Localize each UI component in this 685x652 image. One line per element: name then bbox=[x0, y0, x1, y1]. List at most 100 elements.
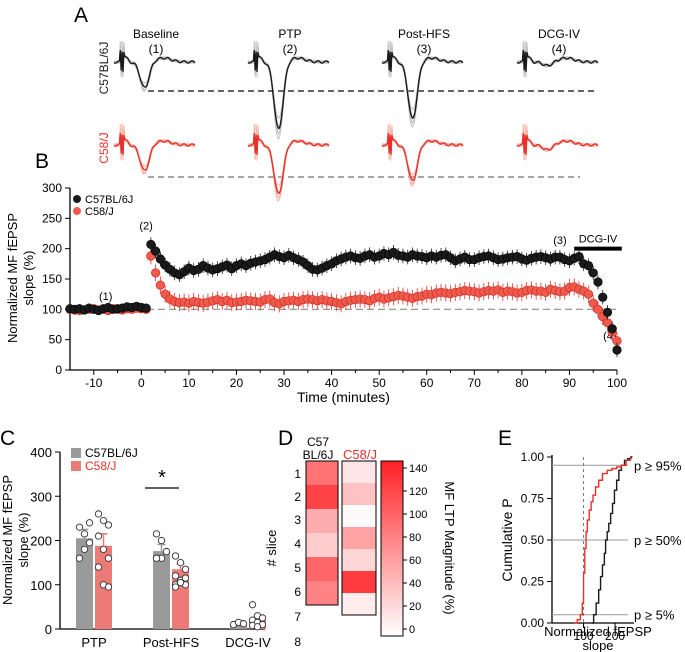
b-point-1 bbox=[155, 280, 165, 290]
b-point-0 bbox=[141, 303, 151, 313]
d-colorbar-tick-label: 20 bbox=[409, 601, 421, 613]
panel-label-b: B bbox=[35, 150, 49, 173]
panel-label-c: C bbox=[0, 427, 15, 450]
panel-b-timecourse: 0 50 100 150 200 250 300 -10 0 10 20 30 40 50 60 70 80 90… bbox=[5, 181, 627, 405]
panel-c-bar-chart: 0 100 200 300 400 Normalized MF fEPSP slope (%… bbox=[0, 445, 271, 650]
c-point-0-1 bbox=[162, 547, 171, 556]
d-cell-c57-4 bbox=[306, 557, 338, 581]
c-point-1-1 bbox=[181, 565, 190, 573]
c-point-1-1 bbox=[171, 552, 180, 560]
c-point-1-1 bbox=[171, 583, 180, 591]
b-annotation-1: (2) bbox=[139, 220, 152, 232]
c-point-1-0 bbox=[94, 563, 103, 571]
trace-mean-1-3 bbox=[516, 133, 599, 155]
row-label-0: C57BL/6J bbox=[97, 42, 111, 95]
e-y-tick-label: 0.00 bbox=[521, 616, 545, 630]
b-annotation-2: (3) bbox=[553, 235, 566, 247]
trace-mean-0-3 bbox=[516, 50, 599, 72]
d-cell-c58-0 bbox=[342, 461, 376, 483]
c-legend-swatch-1 bbox=[71, 461, 81, 471]
c-bar-0-1 bbox=[153, 551, 170, 629]
trace-title-3: DCG-IV bbox=[538, 27, 580, 41]
b-point-0 bbox=[612, 345, 622, 355]
b-x-tick-label: 20 bbox=[230, 376, 244, 390]
b-legend-marker-1 bbox=[73, 207, 81, 215]
d-row-label: 7 bbox=[294, 610, 301, 624]
panel-e-cumulative: 0.00 0.25 0.50 0.75 1.00 100 200 Cumulative P No… bbox=[499, 450, 682, 652]
b-y-label-line2: slope (%) bbox=[21, 251, 36, 306]
trace-number-1: (2) bbox=[283, 42, 298, 56]
d-cell-c57-2 bbox=[306, 509, 338, 533]
c-point-1-2 bbox=[248, 601, 257, 609]
d-frame-c58 bbox=[341, 460, 377, 616]
trace-mean-0-1 bbox=[247, 50, 330, 130]
b-y-label-line1: Normalized MF fEPSP bbox=[5, 213, 20, 343]
trace-mean-0-0 bbox=[113, 50, 196, 88]
c-point-1-0 bbox=[99, 516, 108, 525]
b-point-0 bbox=[583, 261, 594, 271]
trace-shadow-0-3-2 bbox=[516, 43, 599, 76]
c-point-0-1 bbox=[152, 554, 161, 562]
trace-mean-0-2 bbox=[381, 50, 464, 120]
d-row-label: 3 bbox=[294, 513, 301, 527]
e-threshold-label-2: p ≥ 5% bbox=[634, 608, 675, 623]
c-point-0-0 bbox=[85, 539, 94, 547]
c-point-1-1 bbox=[181, 574, 190, 582]
trace-shadow-1-3-3 bbox=[516, 123, 599, 161]
d-colorbar-tick-label: 80 bbox=[409, 532, 421, 544]
b-legend-marker-0 bbox=[73, 195, 81, 203]
d-col-name-0-line2: BL/6J bbox=[303, 448, 334, 462]
b-point-1 bbox=[593, 304, 603, 314]
b-y-tick-label: 300 bbox=[42, 181, 62, 195]
d-cell-c57-1 bbox=[306, 485, 338, 509]
b-x-tick-label: 100 bbox=[607, 376, 627, 390]
b-point-0 bbox=[574, 251, 584, 262]
b-x-tick-label: 90 bbox=[563, 376, 577, 390]
c-point-1-2 bbox=[253, 623, 262, 631]
c-category-label: Post-HFS bbox=[143, 635, 200, 650]
d-row-label: 1 bbox=[294, 467, 301, 481]
trace-shadow-1-3-2 bbox=[516, 126, 599, 159]
b-point-0 bbox=[607, 324, 617, 334]
d-cell-c57-3 bbox=[306, 533, 338, 557]
b-point-0 bbox=[155, 254, 165, 264]
b-x-tick-label: 60 bbox=[420, 376, 434, 390]
e-y-tick-label: 1.00 bbox=[521, 450, 545, 464]
d-col-name-0-line1: C57 bbox=[307, 435, 329, 449]
trace-shadow-1-1-3 bbox=[247, 123, 330, 202]
c-point-1-1 bbox=[176, 578, 185, 587]
c-point-1-0 bbox=[104, 583, 113, 591]
c-point-0-0 bbox=[80, 545, 89, 553]
c-point-1-0 bbox=[94, 532, 103, 540]
d-cell-c58-6 bbox=[342, 593, 376, 615]
c-point-1-0 bbox=[104, 521, 113, 529]
d-cell-c58-4 bbox=[342, 549, 376, 571]
d-colorbar-label: MF LTP Magnitude (%) bbox=[442, 481, 457, 614]
panel-label-a: A bbox=[74, 4, 88, 27]
trace-number-3: (4) bbox=[552, 42, 567, 56]
e-y-tick-label: 0.75 bbox=[521, 492, 545, 506]
d-cell-c58-2 bbox=[342, 505, 376, 527]
trace-title-2: Post-HFS bbox=[398, 27, 450, 41]
trace-mean-1-0 bbox=[113, 133, 196, 171]
d-colorbar-tick-label: 120 bbox=[409, 486, 427, 498]
b-x-tick-label: 10 bbox=[182, 376, 196, 390]
trace-mean-1-2 bbox=[381, 133, 464, 181]
d-colorbar bbox=[380, 460, 404, 637]
b-legend-label-0: C57BL/6J bbox=[85, 194, 133, 206]
c-y-tick-label: 300 bbox=[30, 489, 52, 504]
d-row-label: 6 bbox=[294, 585, 301, 599]
trace-shadow-1-0-3 bbox=[113, 123, 196, 175]
d-cell-c58-3 bbox=[342, 527, 376, 549]
c-point-0-0 bbox=[75, 554, 84, 562]
b-y-tick-label: 100 bbox=[42, 302, 62, 316]
e-x-label-line1: Normalized fEPSP bbox=[544, 624, 652, 639]
c-point-0-2 bbox=[239, 620, 248, 628]
c-y-label-line1: Normalized MF fEPSP bbox=[0, 475, 15, 605]
c-point-1-0 bbox=[94, 510, 103, 518]
d-colorbar-tick-label: 0 bbox=[409, 624, 415, 636]
b-point-0 bbox=[151, 246, 161, 256]
d-colorbar-tick-label: 140 bbox=[409, 463, 427, 475]
b-y-tick-label: 250 bbox=[42, 211, 62, 225]
